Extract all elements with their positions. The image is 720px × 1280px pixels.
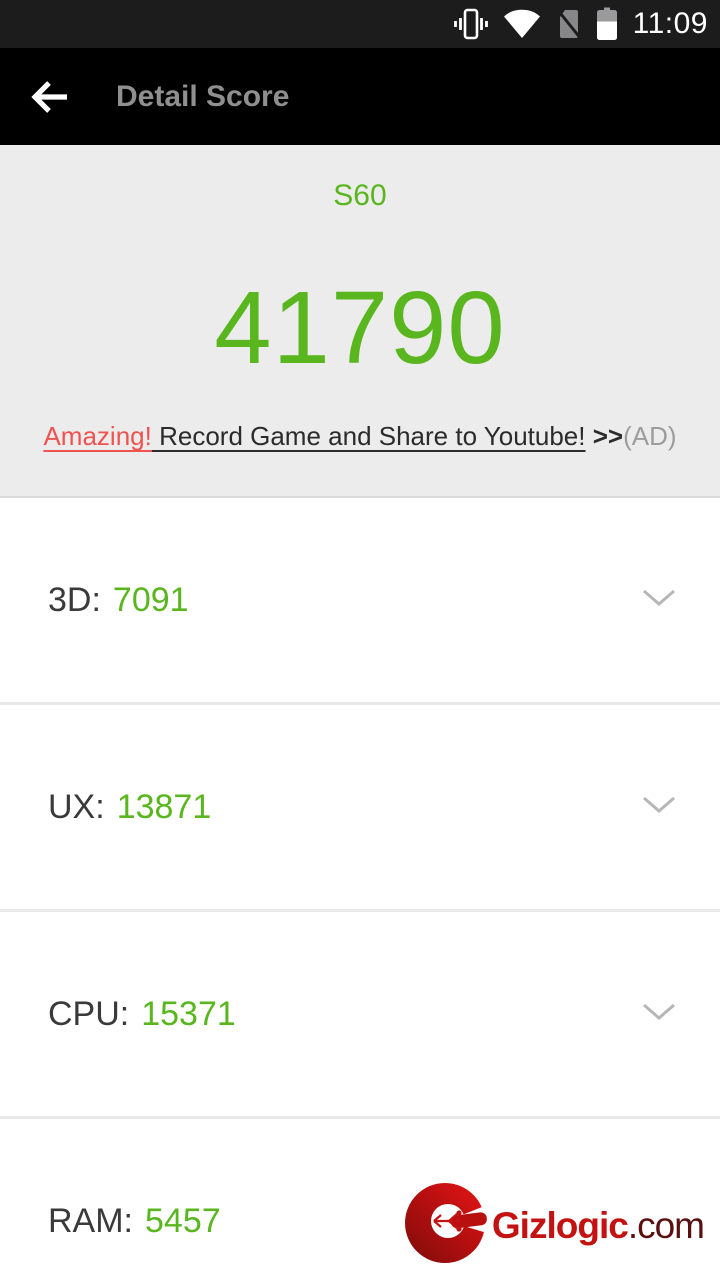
arrow-left-icon xyxy=(30,80,70,121)
watermark: Gizlogic.com xyxy=(403,1181,705,1270)
score-row-3d[interactable]: 3D: 7091 xyxy=(0,498,720,702)
row-label: CPU: xyxy=(48,994,130,1033)
ad-banner[interactable]: Amazing! Record Game and Share to Youtub… xyxy=(0,420,720,452)
row-label: 3D: xyxy=(48,580,101,619)
gizlogic-logo-icon xyxy=(403,1181,487,1270)
row-label: RAM: xyxy=(48,1201,133,1240)
ad-arrows[interactable]: >> xyxy=(585,421,624,451)
watermark-brand: Gizlogic xyxy=(491,1204,629,1246)
vibrate-icon xyxy=(453,8,489,40)
ad-highlight[interactable]: Amazing! xyxy=(43,421,152,451)
watermark-text: Gizlogic.com xyxy=(491,1184,705,1268)
status-time: 11:09 xyxy=(632,7,708,40)
chevron-down-icon xyxy=(642,589,676,612)
row-label: UX: xyxy=(48,787,105,826)
watermark-suffix: .com xyxy=(627,1204,705,1246)
wifi-icon xyxy=(502,8,542,40)
device-name: S60 xyxy=(333,179,387,212)
battery-icon xyxy=(596,7,618,41)
status-bar: 11:09 xyxy=(0,0,720,48)
ad-message[interactable]: Record Game and Share to Youtube! xyxy=(151,421,586,451)
no-sim-icon xyxy=(555,7,583,41)
score-row-ux[interactable]: UX: 13871 xyxy=(0,705,720,909)
total-score: 41790 xyxy=(214,270,506,385)
score-summary-panel: S60 41790 Amazing! Record Game and Share… xyxy=(0,145,720,498)
chevron-down-icon xyxy=(642,1003,676,1026)
row-value: 7091 xyxy=(112,580,189,619)
chevron-down-icon xyxy=(642,796,676,819)
row-value: 15371 xyxy=(141,994,236,1033)
row-value: 13871 xyxy=(116,787,212,826)
row-divider xyxy=(0,1116,720,1119)
score-row-cpu[interactable]: CPU: 15371 xyxy=(0,912,720,1116)
row-divider xyxy=(0,909,720,912)
app-bar: Detail Score xyxy=(0,48,720,145)
ad-tag: (AD) xyxy=(623,421,677,451)
row-value: 5457 xyxy=(145,1201,221,1240)
page-title: Detail Score xyxy=(116,79,290,113)
row-divider xyxy=(0,702,720,705)
score-row-ram[interactable]: RAM: 5457 xyxy=(0,1119,720,1280)
back-button[interactable] xyxy=(30,77,70,117)
